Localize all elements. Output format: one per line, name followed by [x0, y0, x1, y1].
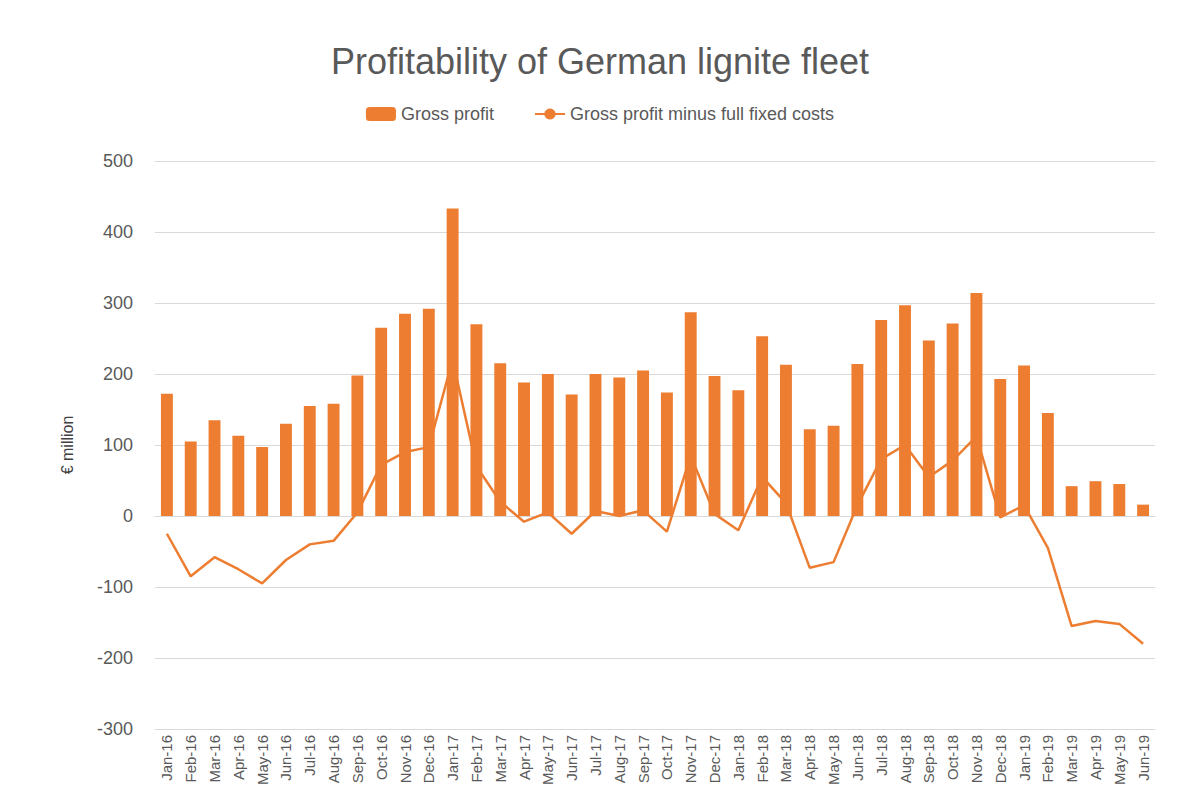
svg-text:Sep-16: Sep-16 [349, 735, 366, 783]
svg-text:400: 400 [103, 222, 133, 242]
svg-text:Feb-16: Feb-16 [182, 735, 199, 783]
svg-text:Apr-16: Apr-16 [230, 735, 247, 780]
svg-text:Dec-17: Dec-17 [706, 735, 723, 783]
svg-text:Oct-17: Oct-17 [658, 735, 675, 780]
svg-text:Feb-17: Feb-17 [468, 735, 485, 783]
svg-text:200: 200 [103, 364, 133, 384]
svg-text:Feb-18: Feb-18 [754, 735, 771, 783]
svg-text:Jul-16: Jul-16 [301, 735, 318, 776]
svg-text:Jul-17: Jul-17 [587, 735, 604, 776]
svg-text:Dec-18: Dec-18 [992, 735, 1009, 783]
svg-text:Gross profit: Gross profit [401, 104, 494, 124]
svg-text:Nov-18: Nov-18 [968, 735, 985, 783]
svg-text:Apr-18: Apr-18 [801, 735, 818, 780]
svg-text:Oct-18: Oct-18 [944, 735, 961, 780]
svg-text:Aug-16: Aug-16 [325, 735, 342, 783]
svg-text:Mar-19: Mar-19 [1063, 735, 1080, 783]
svg-text:May-19: May-19 [1111, 735, 1128, 785]
svg-text:Profitability of German lignit: Profitability of German lignite fleet [331, 41, 869, 82]
svg-text:300: 300 [103, 293, 133, 313]
svg-text:Mar-17: Mar-17 [492, 735, 509, 783]
svg-text:100: 100 [103, 435, 133, 455]
svg-text:May-16: May-16 [254, 735, 271, 785]
svg-text:Jun-18: Jun-18 [849, 735, 866, 781]
svg-text:Mar-18: Mar-18 [777, 735, 794, 783]
svg-text:Jan-17: Jan-17 [444, 735, 461, 781]
svg-text:Jan-16: Jan-16 [158, 735, 175, 781]
svg-text:Jan-18: Jan-18 [730, 735, 747, 781]
svg-text:Nov-17: Nov-17 [682, 735, 699, 783]
svg-text:0: 0 [123, 506, 133, 526]
svg-text:-200: -200 [97, 648, 133, 668]
svg-text:500: 500 [103, 151, 133, 171]
svg-text:Jun-19: Jun-19 [1135, 735, 1152, 781]
svg-text:Oct-16: Oct-16 [373, 735, 390, 780]
svg-text:May-17: May-17 [539, 735, 556, 785]
svg-text:-300: -300 [97, 719, 133, 739]
svg-text:Sep-18: Sep-18 [920, 735, 937, 783]
svg-text:Jan-19: Jan-19 [1016, 735, 1033, 781]
svg-text:-100: -100 [97, 577, 133, 597]
svg-text:Apr-19: Apr-19 [1087, 735, 1104, 780]
svg-text:Aug-17: Aug-17 [611, 735, 628, 783]
svg-text:Feb-19: Feb-19 [1039, 735, 1056, 783]
svg-text:May-18: May-18 [825, 735, 842, 785]
svg-text:Jun-17: Jun-17 [563, 735, 580, 781]
svg-text:Jun-16: Jun-16 [277, 735, 294, 781]
svg-text:Apr-17: Apr-17 [516, 735, 533, 780]
svg-text:Gross profit minus full fixed: Gross profit minus full fixed costs [570, 104, 834, 124]
svg-text:Dec-16: Dec-16 [420, 735, 437, 783]
svg-text:Sep-17: Sep-17 [635, 735, 652, 783]
svg-text:Mar-16: Mar-16 [206, 735, 223, 783]
svg-text:€ million: € million [59, 416, 76, 475]
svg-text:Nov-16: Nov-16 [397, 735, 414, 783]
svg-text:Jul-18: Jul-18 [873, 735, 890, 776]
svg-text:Aug-18: Aug-18 [897, 735, 914, 783]
